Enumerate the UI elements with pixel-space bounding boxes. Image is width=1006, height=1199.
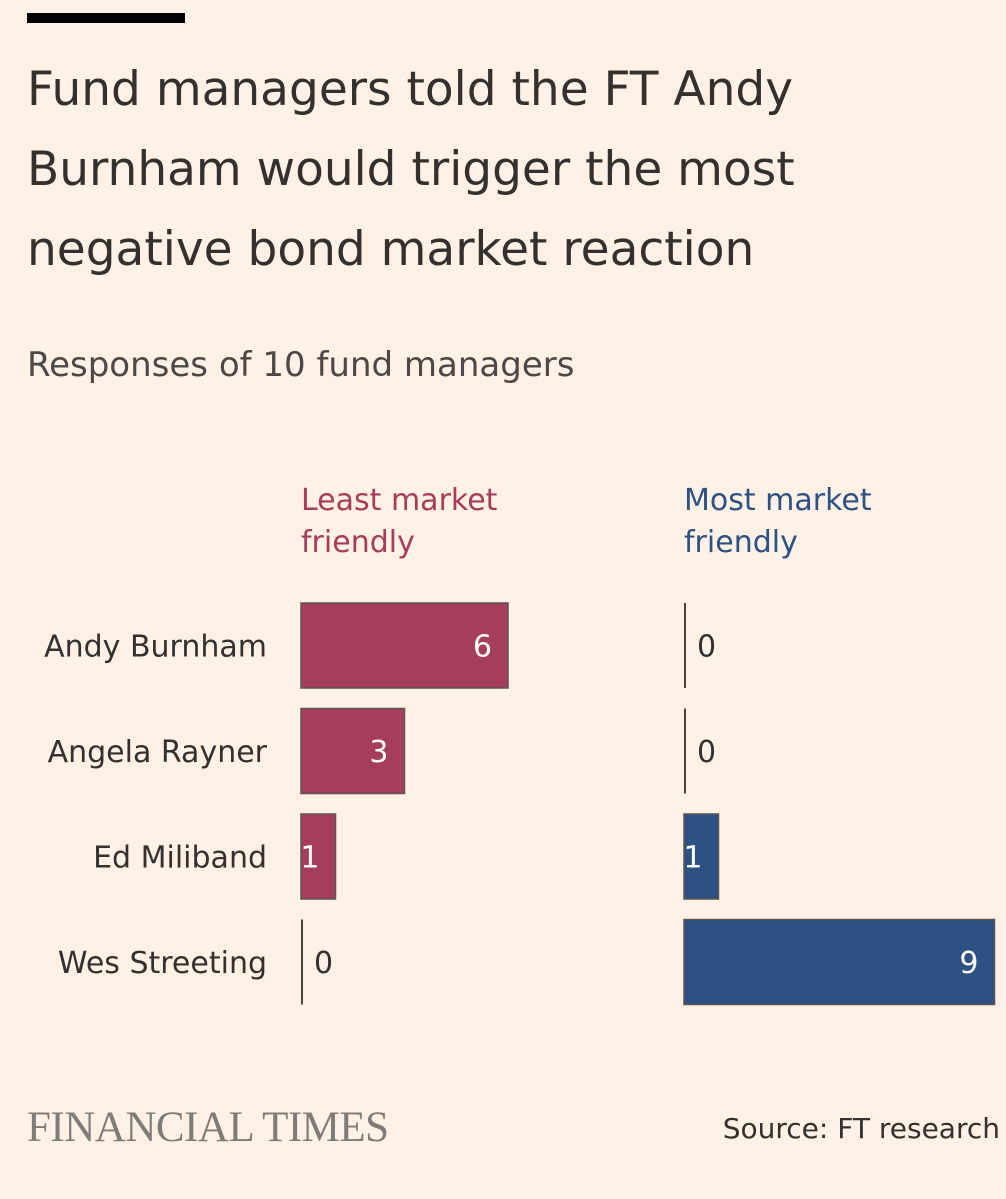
value-label-most-market-friendly-andy-burnham: 0 <box>697 630 716 665</box>
category-label-angela-rayner: Angela Rayner <box>48 735 268 770</box>
bar-most-market-friendly-ed-miliband <box>683 813 720 900</box>
chart-title: Fund managers told the FT Andy Burnham w… <box>27 62 795 277</box>
bar-least-market-friendly-andy-burnham <box>300 602 509 689</box>
bar-most-market-friendly-wes-streeting <box>683 918 996 1006</box>
bar-least-market-friendly-angela-rayner <box>300 707 406 795</box>
value-label-most-market-friendly-angela-rayner: 0 <box>697 735 716 770</box>
series-header-least-market-friendly: Least market friendly <box>301 483 498 560</box>
top-rule <box>27 13 185 23</box>
source-note: Source: FT research <box>722 1112 1000 1145</box>
value-label-least-market-friendly-ed-miliband: 1 <box>300 841 319 876</box>
category-label-wes-streeting: Wes Streeting <box>58 946 267 981</box>
value-label-least-market-friendly-andy-burnham: 6 <box>473 630 492 665</box>
category-label-ed-miliband: Ed Miliband <box>93 841 267 876</box>
value-label-most-market-friendly-wes-streeting: 9 <box>959 946 978 981</box>
bar-chart: Least market friendly Most market friendly A… <box>44 483 996 1006</box>
value-label-most-market-friendly-ed-miliband: 1 <box>683 841 702 876</box>
category-label-andy-burnham: Andy Burnham <box>44 630 267 665</box>
ft-logo: FINANCIAL TIMES <box>27 1104 389 1151</box>
bar-least-market-friendly-ed-miliband <box>300 813 337 900</box>
value-label-least-market-friendly-wes-streeting: 0 <box>314 946 333 981</box>
series-header-most-market-friendly: Most market friendly <box>684 483 872 560</box>
value-label-least-market-friendly-angela-rayner: 3 <box>369 735 388 770</box>
chart-subtitle: Responses of 10 fund managers <box>27 345 575 385</box>
